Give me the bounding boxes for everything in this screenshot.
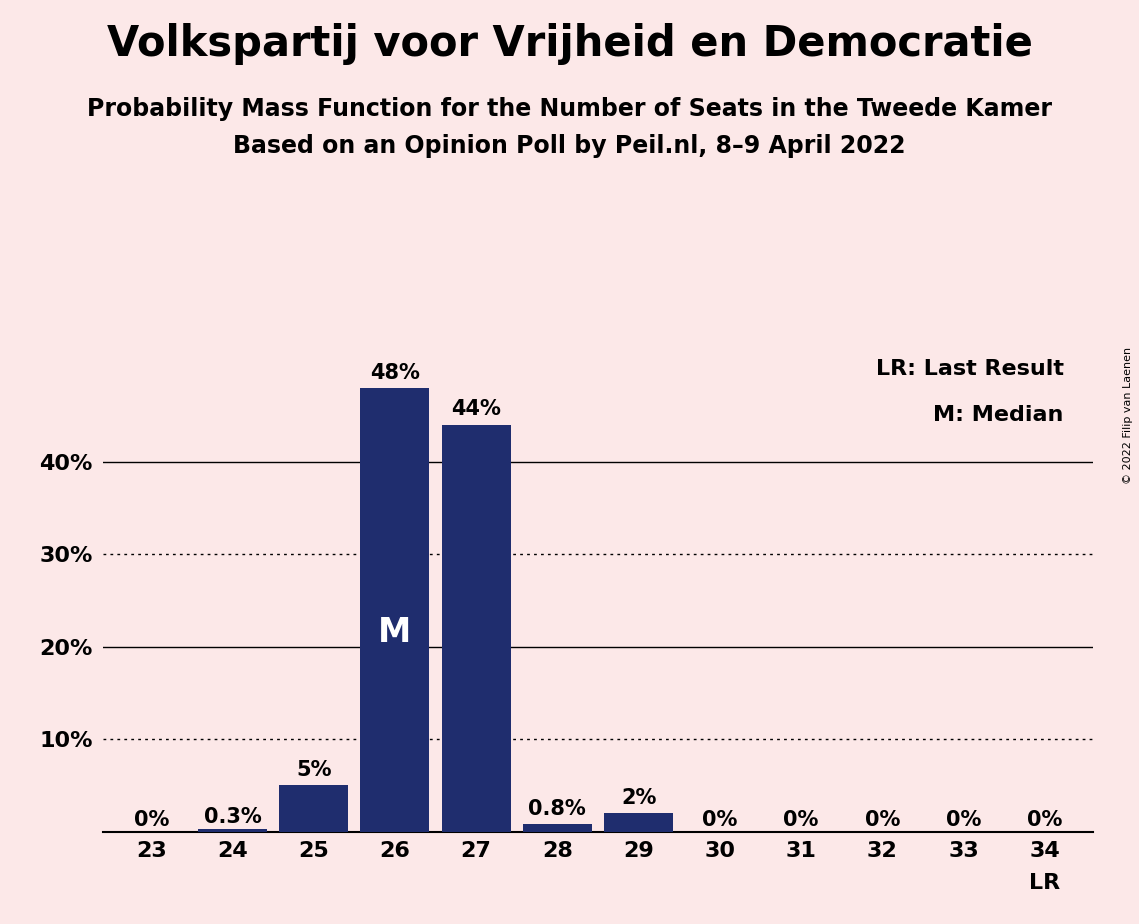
Bar xyxy=(442,425,510,832)
Text: © 2022 Filip van Laenen: © 2022 Filip van Laenen xyxy=(1123,347,1133,484)
Text: 2%: 2% xyxy=(621,787,656,808)
Text: LR: Last Result: LR: Last Result xyxy=(876,359,1064,379)
Text: Probability Mass Function for the Number of Seats in the Tweede Kamer: Probability Mass Function for the Number… xyxy=(87,97,1052,121)
Text: 5%: 5% xyxy=(296,760,331,780)
Text: 0.3%: 0.3% xyxy=(204,807,261,827)
Text: 48%: 48% xyxy=(370,362,420,383)
Text: 0.8%: 0.8% xyxy=(528,798,587,819)
Text: 0%: 0% xyxy=(1027,809,1063,830)
Bar xyxy=(198,829,267,832)
Text: M: Median: M: Median xyxy=(933,405,1064,425)
Text: 0%: 0% xyxy=(784,809,819,830)
Text: 0%: 0% xyxy=(945,809,981,830)
Text: 0%: 0% xyxy=(865,809,900,830)
Bar xyxy=(279,785,349,832)
Text: 0%: 0% xyxy=(133,809,169,830)
Text: 0%: 0% xyxy=(702,809,737,830)
Text: LR: LR xyxy=(1030,873,1060,894)
Text: 44%: 44% xyxy=(451,399,501,419)
Bar xyxy=(604,813,673,832)
Text: Volkspartij voor Vrijheid en Democratie: Volkspartij voor Vrijheid en Democratie xyxy=(107,23,1032,65)
Bar xyxy=(523,824,592,832)
Bar xyxy=(360,388,429,832)
Text: M: M xyxy=(378,615,411,649)
Text: Based on an Opinion Poll by Peil.nl, 8–9 April 2022: Based on an Opinion Poll by Peil.nl, 8–9… xyxy=(233,134,906,158)
